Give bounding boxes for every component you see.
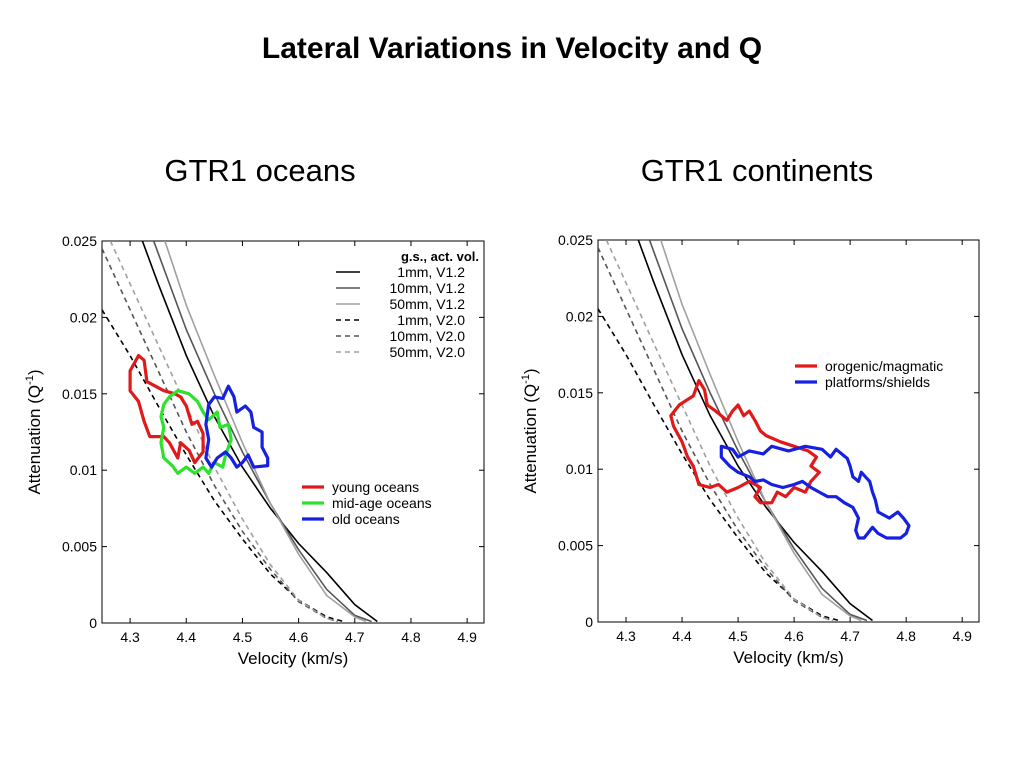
model-curve-1mm-v2-0 (598, 308, 840, 622)
model-curve-10mm-v2-0 (102, 248, 339, 623)
x-tick-label: 4.4 (672, 628, 692, 644)
y-tick-label: 0.02 (566, 308, 593, 324)
y-axis-label: Attenuation (Q-1) (24, 369, 44, 494)
model-legend-label: 10mm, V2.0 (390, 328, 466, 344)
region-legend-label: old oceans (332, 511, 400, 527)
region-orogenic-magmatic (669, 379, 821, 505)
model-legend-label: 50mm, V2.0 (390, 344, 466, 360)
plot-frame (101, 240, 485, 624)
region-legend-label: young oceans (332, 479, 419, 495)
y-tick-label: 0.025 (62, 233, 97, 249)
y-tick-label: 0.015 (558, 385, 593, 401)
y-tick-label: 0.005 (62, 539, 97, 555)
x-tick-label: 4.5 (233, 629, 253, 645)
model-legend-label: 1mm, V2.0 (397, 312, 465, 328)
region-platforms-shields (719, 444, 911, 540)
model-curve-50mm-v2-0 (109, 241, 339, 623)
region-young-oceans (128, 354, 205, 465)
model-curve-50mm-v2-0 (605, 240, 834, 622)
model-legend-label: 1mm, V1.2 (397, 264, 465, 280)
x-tick-label: 4.8 (896, 628, 916, 644)
x-tick-label: 4.6 (784, 628, 804, 644)
region-legend-label: mid-age oceans (332, 495, 432, 511)
plot-frame (597, 239, 980, 623)
model-curve-1mm-v1-2 (141, 241, 378, 623)
y-tick-label: 0.01 (70, 462, 97, 478)
model-legend-header: g.s., act. vol. (401, 249, 479, 264)
model-legend-label: 10mm, V1.2 (390, 280, 466, 296)
continents-chart: 4.3 4.4 4.5 4.6 4.7 4.8 4.9 0 0.005 0.01 0.015 0.02… (520, 232, 980, 667)
region-old-oceans (204, 384, 270, 469)
y-tick-label: 0 (89, 615, 97, 631)
x-tick-label: 4.9 (457, 629, 477, 645)
model-curve-1mm-v2-0 (102, 309, 344, 623)
x-tick-label: 4.4 (177, 629, 197, 645)
x-axis-label: Velocity (km/s) (238, 649, 349, 668)
y-tick-label: 0.01 (566, 461, 593, 477)
x-tick-label: 4.9 (952, 628, 972, 644)
x-tick-label: 4.7 (840, 628, 860, 644)
model-curve-1mm-v1-2 (637, 240, 873, 622)
y-tick-label: 0.025 (558, 232, 593, 248)
region-mid-age-oceans (159, 389, 233, 475)
x-tick-label: 4.3 (120, 629, 140, 645)
y-tick-label: 0.015 (62, 386, 97, 402)
region-legend-label: orogenic/magmatic (825, 358, 943, 374)
oceans-panel-title: GTR1 oceans (164, 153, 356, 188)
x-axis-label: Velocity (km/s) (733, 648, 844, 667)
region-legend-label: platforms/shields (825, 374, 930, 390)
x-tick-label: 4.5 (728, 628, 748, 644)
page-title: Lateral Variations in Velocity and Q (261, 32, 763, 65)
x-tick-label: 4.6 (289, 629, 309, 645)
model-curves (598, 240, 873, 622)
y-tick-label: 0.005 (558, 538, 593, 554)
continents-panel-title: GTR1 continents (640, 153, 874, 188)
oceans-chart: 4.3 4.4 4.5 4.6 4.7 4.8 4.9 0 0.005 0.01 0.015 0.02… (24, 233, 485, 668)
model-legend-label: 50mm, V1.2 (390, 296, 466, 312)
y-tick-label: 0 (585, 614, 593, 630)
x-tick-label: 4.8 (401, 629, 421, 645)
y-tick-label: 0.02 (70, 309, 97, 325)
y-axis-label: Attenuation (Q-1) (520, 368, 540, 493)
x-tick-label: 4.7 (345, 629, 365, 645)
model-curves (102, 241, 378, 623)
model-curve-50mm-v1-2 (164, 241, 367, 623)
model-curve-10mm-v2-0 (598, 247, 834, 622)
x-tick-label: 4.3 (616, 628, 636, 644)
